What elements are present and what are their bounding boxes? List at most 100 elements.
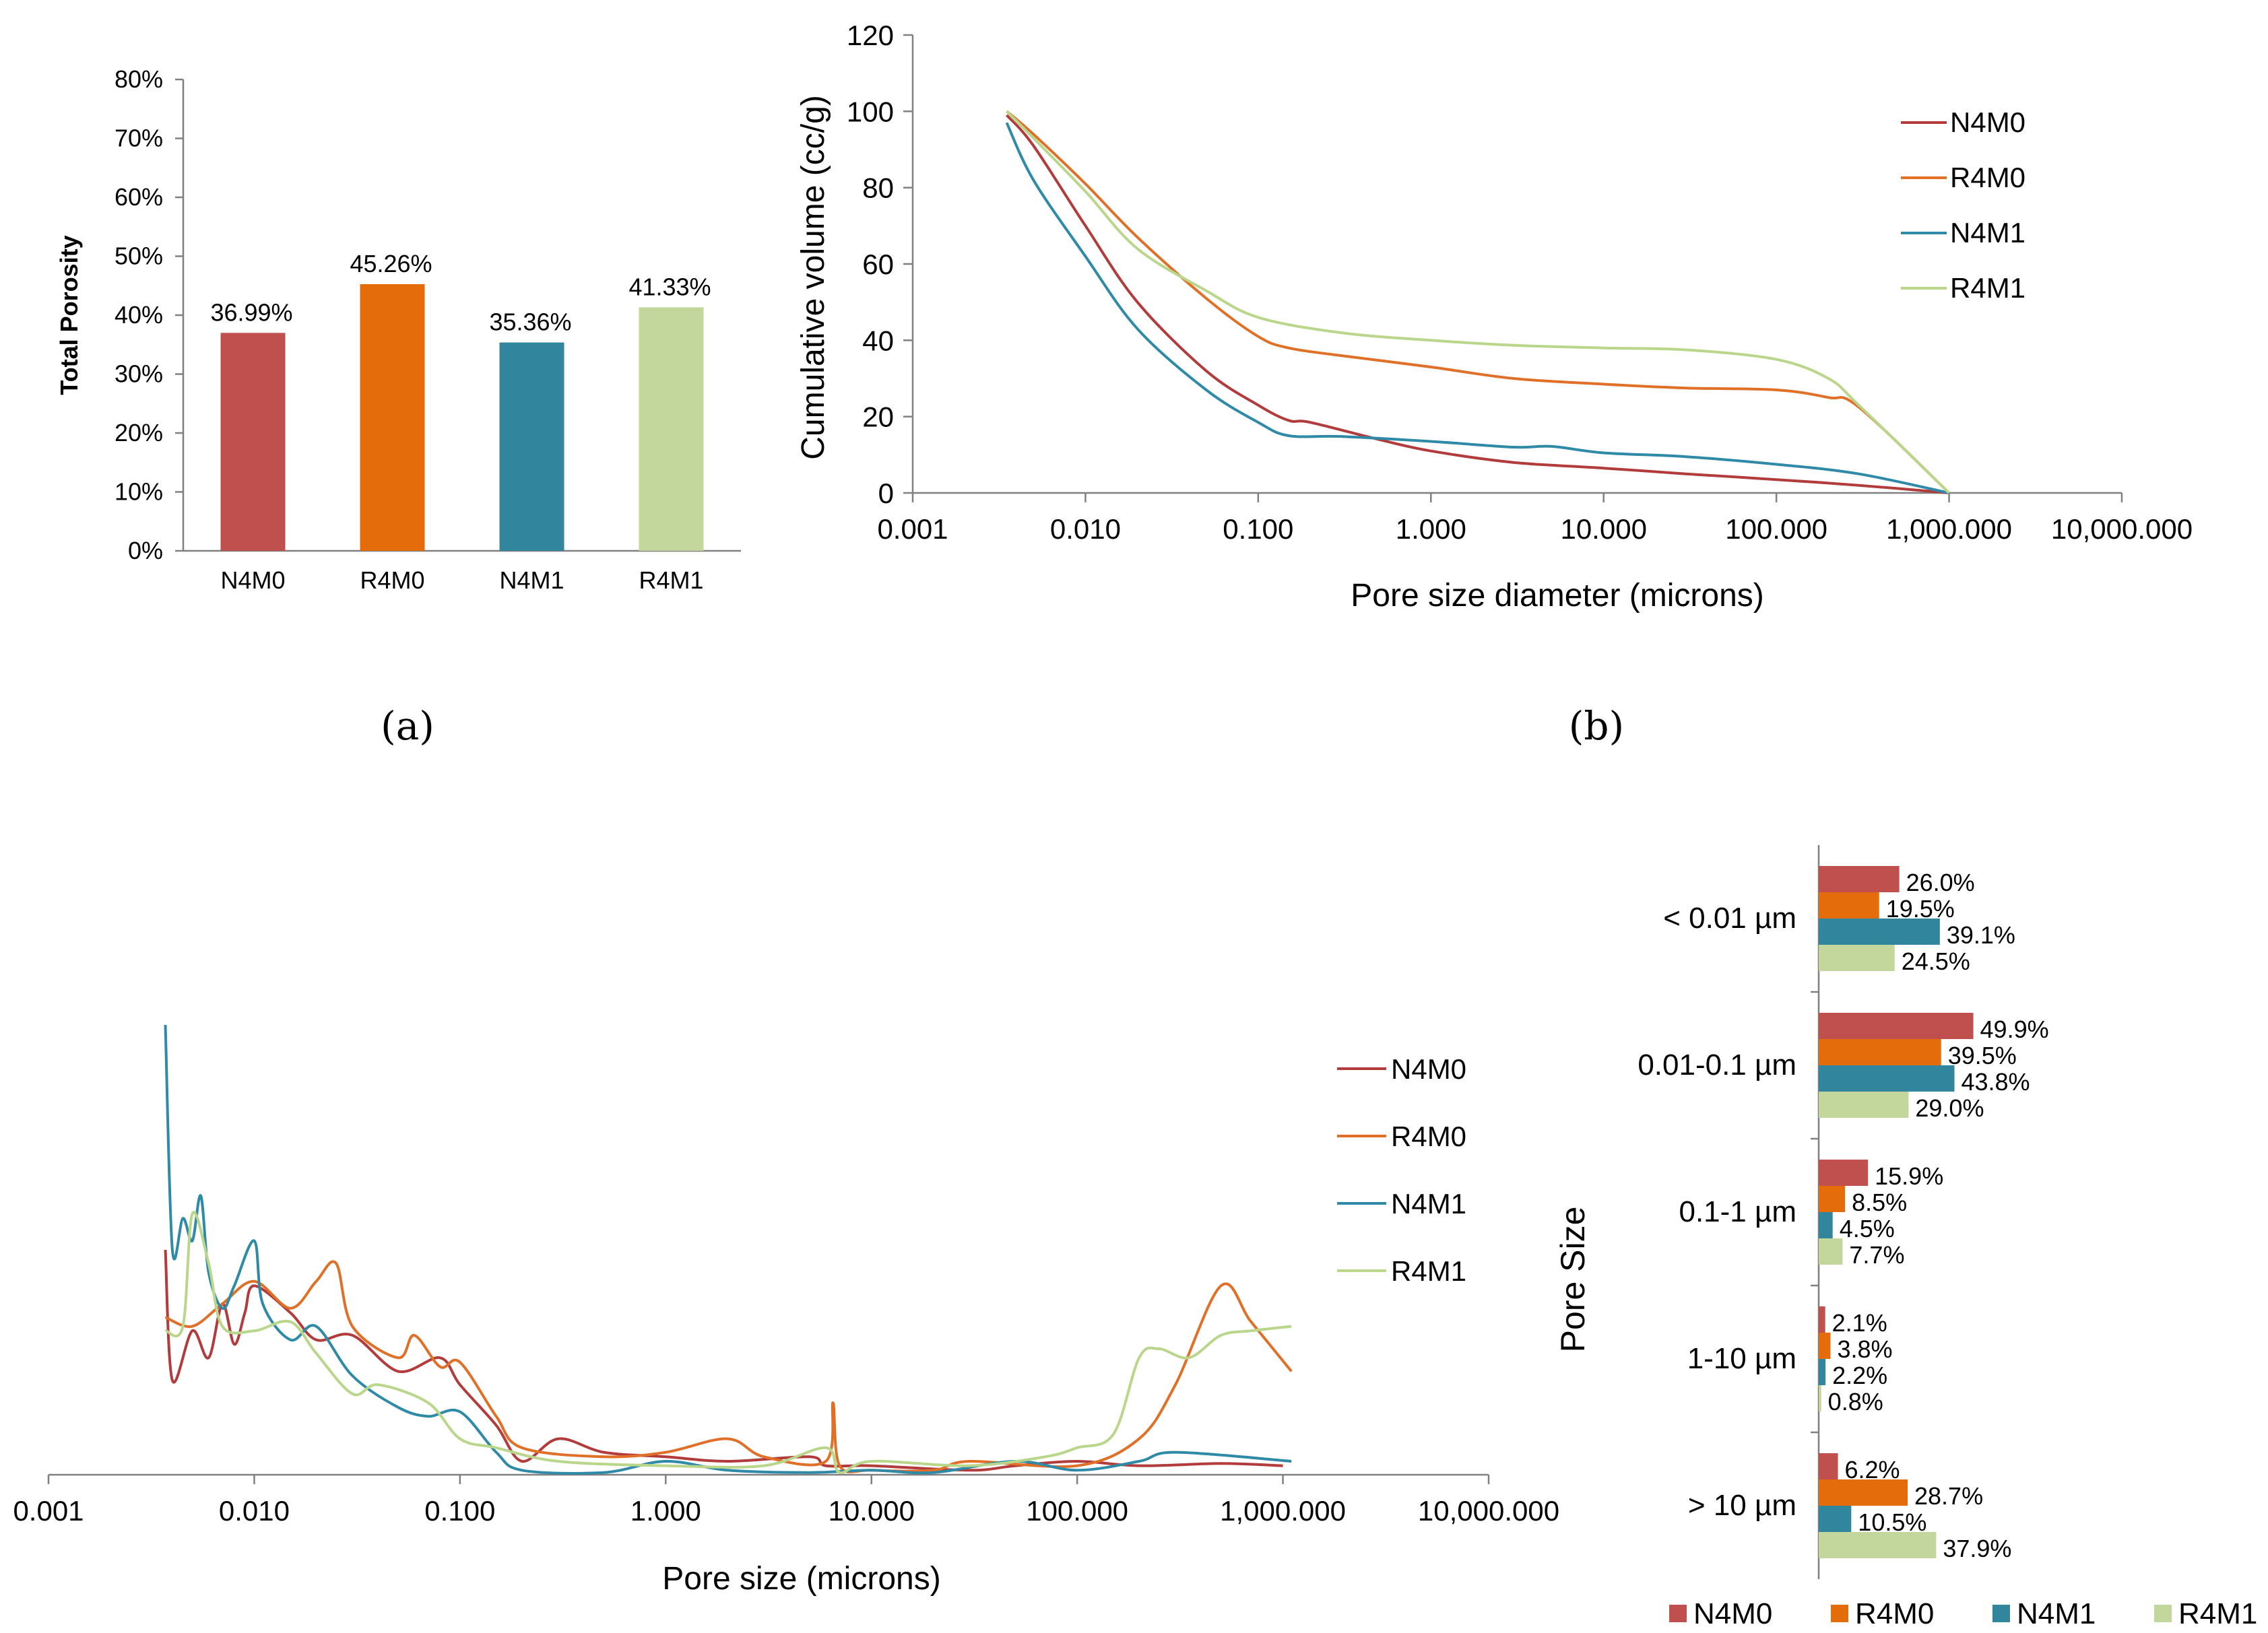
- bar-r4m1-0-01-0-1-m: [1819, 1092, 1909, 1118]
- x-tick-label: 0.001: [13, 1495, 84, 1527]
- panel-label-a: (a): [381, 703, 434, 749]
- bar-value-label: 24.5%: [1902, 947, 1970, 975]
- category-label: 0.1-1 µm: [1679, 1195, 1796, 1228]
- bar-n4m1-10-m: [1819, 1506, 1852, 1532]
- panel-c-pore-size-distribution-chart: 0.001 0.010 0.100 1.000 10.000 100.000 1,000.0…: [13, 1024, 1559, 1597]
- legend-label: N4M0: [1693, 1597, 1772, 1630]
- panel-label-b: (b): [1569, 703, 1624, 749]
- bar-value-label: 41.33%: [628, 273, 711, 300]
- legend-label: N4M1: [1391, 1188, 1466, 1220]
- x-tick-label: 0.100: [1223, 513, 1293, 545]
- x-axis-title: Pore size diameter (microns): [1351, 578, 1764, 613]
- y-tick-label: 10%: [115, 478, 163, 506]
- bar-r4m0-0-1-1-m: [1819, 1186, 1846, 1212]
- bar-n4m1-0-01-m: [1819, 919, 1940, 945]
- x-tick-label: 100.000: [1725, 513, 1827, 545]
- bar-value-label: 10.5%: [1858, 1508, 1926, 1536]
- bar-n4m1-1-10-m: [1819, 1359, 1826, 1385]
- x-tick-label: 10,000.000: [2051, 513, 2193, 545]
- x-tick-label: 1,000.000: [1886, 513, 2012, 545]
- bar-n4m0-10-m: [1819, 1453, 1838, 1479]
- y-tick-label: 40%: [115, 301, 163, 329]
- x-tick-label: R4M0: [360, 566, 424, 594]
- y-tick-label: 60: [862, 248, 894, 280]
- bar-value-label: 35.36%: [489, 308, 571, 336]
- legend-label: R4M0: [1391, 1121, 1466, 1152]
- bar-value-label: 39.5%: [1948, 1042, 2017, 1069]
- series-line-r4m0: [164, 1260, 1293, 1473]
- legend-label: N4M1: [2017, 1597, 2096, 1630]
- y-axis-title: Cumulative volume (cc/g): [796, 95, 831, 460]
- legend-label: R4M0: [1855, 1597, 1934, 1630]
- legend-swatch-n4m1: [1992, 1605, 2010, 1622]
- legend-label: R4M0: [1950, 162, 2026, 193]
- x-tick-label: 0.001: [877, 513, 948, 545]
- series-line-r4m1: [164, 1211, 1292, 1474]
- bar-n4m1: [499, 342, 564, 551]
- x-axis-title: Pore size (microns): [662, 1561, 940, 1597]
- panel-d-pore-size-fraction-chart: < 0.01 µm 26.0%19.5%39.1%24.5% 0.01-0.1 µm…: [1554, 845, 2257, 1630]
- x-tick-label: 10.000: [828, 1495, 914, 1527]
- category-label: > 10 µm: [1688, 1489, 1796, 1522]
- y-tick-label: 0: [878, 477, 894, 509]
- bar-n4m0-1-10-m: [1819, 1306, 1825, 1333]
- series-line-r4m0: [1006, 110, 1950, 494]
- y-axis-title: Pore Size: [1554, 1207, 1592, 1353]
- bar-n4m1-0-1-1-m: [1819, 1212, 1833, 1238]
- series-line-n4m1: [1005, 122, 1950, 494]
- bar-r4m0-10-m: [1819, 1479, 1908, 1506]
- bar-n4m0-0-1-1-m: [1819, 1160, 1869, 1186]
- bar-r4m0-0-01-m: [1819, 892, 1879, 919]
- bar-value-label: 26.0%: [1906, 869, 1975, 896]
- legend-label: R4M1: [2178, 1597, 2257, 1630]
- legend-label: N4M1: [1950, 217, 2026, 248]
- bar-value-label: 6.2%: [1845, 1456, 1900, 1484]
- panel-b-cumulative-volume-chart: 0 20 40 60 80 100 120 0.001 0.010 0.100 1.000 10.00…: [796, 20, 2193, 613]
- y-tick-label: 120: [847, 20, 894, 51]
- bar-value-label: 28.7%: [1914, 1482, 1983, 1510]
- bar-n4m1-0-01-0-1-m: [1819, 1065, 1955, 1092]
- legend-swatch-n4m0: [1669, 1605, 1687, 1622]
- bar-r4m0-1-10-m: [1819, 1333, 1831, 1359]
- bar-r4m0-0-01-0-1-m: [1819, 1039, 1941, 1065]
- bar-value-label: 19.5%: [1886, 895, 1955, 923]
- legend-label: N4M0: [1391, 1053, 1466, 1085]
- bar-value-label: 37.9%: [1943, 1535, 2011, 1562]
- x-tick-label: R4M1: [639, 566, 703, 594]
- series-line-n4m0: [1005, 114, 1949, 494]
- bar-n4m0-0-01-m: [1819, 866, 1900, 892]
- category-label: 1-10 µm: [1687, 1342, 1796, 1375]
- bar-r4m1-0-1-1-m: [1819, 1238, 1843, 1265]
- x-tick-label: 1,000.000: [1220, 1495, 1346, 1527]
- y-tick-label: 50%: [115, 242, 163, 270]
- category-label: < 0.01 µm: [1663, 902, 1796, 935]
- legend-swatch-r4m1: [2154, 1605, 2172, 1622]
- panel-a-total-porosity-chart: 0% 10% 20% 30% 40% 50% 60% 70% 80% Total Porosity…: [55, 65, 741, 594]
- x-tick-label: 0.010: [1050, 513, 1121, 545]
- bar-value-label: 7.7%: [1849, 1241, 1904, 1269]
- y-tick-label: 80%: [115, 65, 163, 93]
- bar-r4m1: [639, 307, 704, 551]
- bar-value-label: 2.1%: [1832, 1309, 1887, 1337]
- bar-value-label: 4.5%: [1840, 1215, 1895, 1242]
- y-tick-label: 80: [862, 172, 894, 204]
- x-tick-label: 0.010: [219, 1495, 290, 1527]
- category-label: 0.01-0.1 µm: [1638, 1048, 1796, 1081]
- bar-value-label: 15.9%: [1875, 1162, 1943, 1190]
- x-tick-label: 0.100: [424, 1495, 495, 1527]
- bar-r4m1-1-10-m: [1819, 1385, 1821, 1411]
- bar-r4m0: [360, 284, 425, 551]
- bar-r4m1-0-01-m: [1819, 945, 1895, 971]
- x-tick-label: N4M1: [499, 566, 564, 594]
- series-line-n4m1: [164, 1024, 1292, 1475]
- bar-value-label: 2.2%: [1832, 1362, 1887, 1389]
- x-tick-label: 100.000: [1026, 1495, 1128, 1527]
- bar-n4m0-0-01-0-1-m: [1819, 1013, 1974, 1039]
- y-tick-label: 30%: [115, 360, 163, 388]
- x-tick-label: 1.000: [630, 1495, 701, 1527]
- legend-label: R4M1: [1950, 272, 2026, 304]
- y-tick-label: 20%: [115, 419, 163, 446]
- bar-value-label: 0.8%: [1828, 1388, 1883, 1415]
- legend-label: R4M1: [1391, 1255, 1466, 1287]
